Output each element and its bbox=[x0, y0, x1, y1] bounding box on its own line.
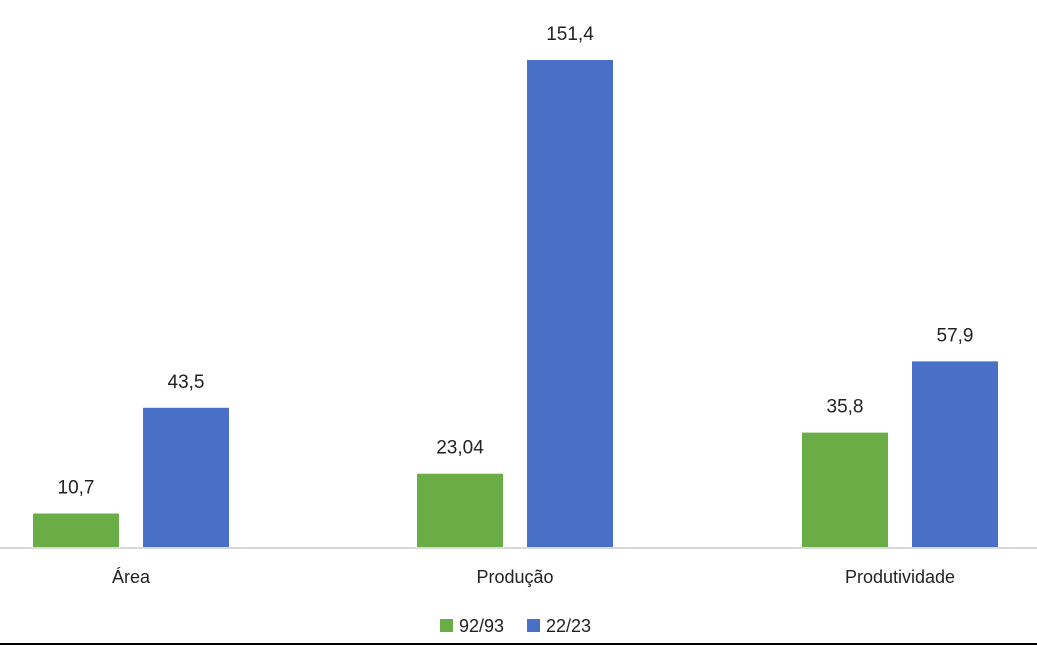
data-label: 10,7 bbox=[58, 478, 95, 499]
category-label: Área bbox=[112, 567, 151, 587]
legend-label: 92/93 bbox=[459, 616, 504, 636]
legend: 92/93 22/23 bbox=[440, 616, 591, 636]
data-labels-layer: 10,7 43,5 23,04 151,4 35,8 57,9 bbox=[58, 24, 974, 499]
data-label: 23,04 bbox=[436, 438, 484, 459]
data-label: 35,8 bbox=[827, 397, 864, 418]
category-label: Produtividade bbox=[845, 567, 955, 587]
bottom-rule bbox=[0, 643, 1037, 645]
category-labels-layer: Área Produção Produtividade bbox=[112, 567, 955, 587]
bar-22-23-0 bbox=[143, 407, 229, 548]
legend-swatch bbox=[527, 619, 540, 632]
bar-92-93-0 bbox=[33, 513, 119, 548]
bars-layer bbox=[33, 60, 998, 548]
bar-92-93-2 bbox=[802, 432, 888, 548]
bar-22-23-2 bbox=[912, 361, 998, 548]
bar-22-23-1 bbox=[527, 60, 613, 548]
data-label: 43,5 bbox=[168, 372, 205, 393]
legend-swatch bbox=[440, 619, 453, 632]
bar-92-93-1 bbox=[417, 473, 503, 548]
data-label: 57,9 bbox=[937, 325, 974, 346]
legend-label: 22/23 bbox=[546, 616, 591, 636]
data-label: 151,4 bbox=[546, 24, 594, 45]
category-label: Produção bbox=[476, 567, 553, 587]
